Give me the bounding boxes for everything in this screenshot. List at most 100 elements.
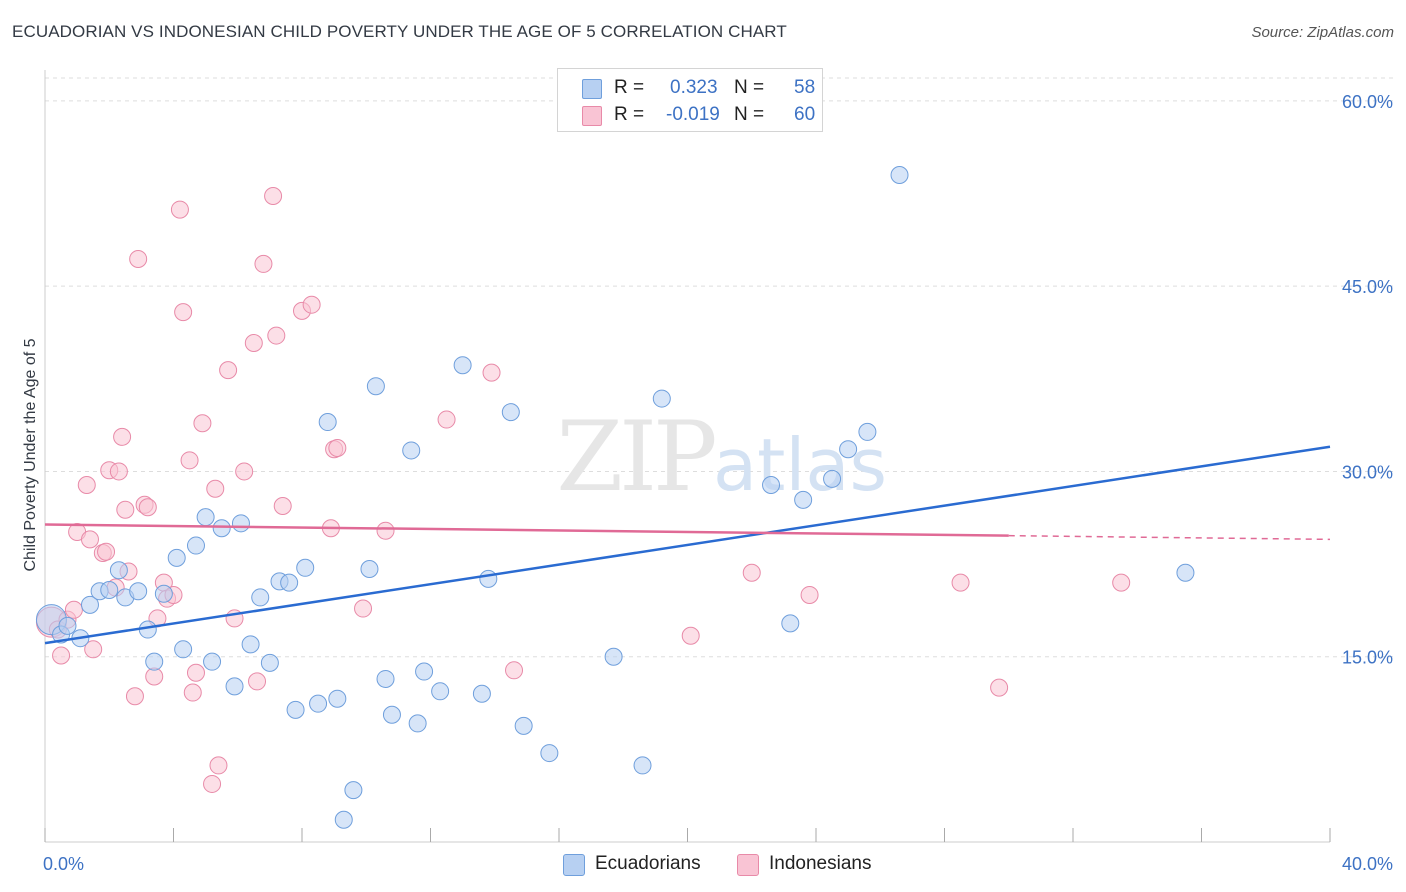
n-value: 60 — [794, 104, 816, 125]
point-ecuadorian — [382, 705, 401, 724]
point-ecuadorian — [408, 714, 427, 733]
point-ecuadorian — [145, 652, 164, 671]
legend-label-indonesians: Indonesians — [769, 853, 872, 874]
point-ecuadorian — [415, 662, 434, 681]
point-ecuadorian — [129, 582, 148, 601]
point-ecuadorian — [453, 356, 472, 375]
point-ecuadorian — [652, 389, 671, 408]
point-indonesian — [235, 462, 254, 481]
point-ecuadorian — [203, 652, 222, 671]
point-indonesian — [681, 626, 700, 645]
point-indonesian — [951, 573, 970, 592]
point-ecuadorian — [604, 647, 623, 666]
x-tick-label-max: 40.0% — [1342, 854, 1393, 874]
point-ecuadorian — [58, 616, 77, 635]
point-ecuadorian — [823, 469, 842, 488]
point-indonesian — [1112, 573, 1131, 592]
point-ecuadorian — [251, 588, 270, 607]
point-indonesian — [129, 249, 148, 268]
point-indonesian — [354, 599, 373, 618]
point-ecuadorian — [479, 569, 498, 588]
point-indonesian — [80, 530, 99, 549]
point-indonesian — [113, 427, 132, 446]
point-ecuadorian — [318, 413, 337, 432]
point-indonesian — [209, 756, 228, 775]
point-ecuadorian — [890, 165, 909, 184]
point-ecuadorian — [328, 689, 347, 708]
point-indonesian — [109, 462, 128, 481]
points-layer — [35, 165, 1195, 829]
point-ecuadorian — [186, 536, 205, 555]
point-ecuadorian — [80, 595, 99, 614]
point-ecuadorian — [260, 653, 279, 672]
y-tick-label: 60.0% — [1342, 92, 1393, 112]
point-ecuadorian — [109, 561, 128, 580]
point-ecuadorian — [1176, 563, 1195, 582]
point-indonesian — [116, 500, 135, 519]
point-indonesian — [254, 254, 273, 273]
point-ecuadorian — [501, 403, 520, 422]
y-tick-label: 45.0% — [1342, 277, 1393, 297]
stats-box: R = 0.323 N = 58 R = -0.019 N = 60 — [557, 68, 823, 132]
point-ecuadorian — [225, 677, 244, 696]
point-indonesian — [206, 479, 225, 498]
point-indonesian — [437, 410, 456, 429]
point-indonesian — [267, 326, 286, 345]
point-ecuadorian — [360, 560, 379, 579]
stats-swatch-indonesians — [582, 106, 602, 126]
point-ecuadorian — [100, 581, 119, 600]
point-ecuadorian — [212, 519, 231, 538]
point-indonesian — [302, 295, 321, 314]
point-indonesian — [97, 542, 116, 561]
point-ecuadorian — [540, 744, 559, 763]
r-value: 0.323 — [670, 77, 718, 98]
point-indonesian — [183, 683, 202, 702]
point-indonesian — [376, 521, 395, 540]
point-indonesian — [180, 451, 199, 470]
point-indonesian — [264, 186, 283, 205]
stats-swatch-ecuadorians — [582, 79, 602, 99]
point-ecuadorian — [431, 682, 450, 701]
tick-labels: 15.0% 30.0% 45.0% 60.0% 0.0% 40.0% — [43, 92, 1393, 874]
point-ecuadorian — [366, 377, 385, 396]
legend-label-ecuadorians: Ecuadorians — [595, 853, 701, 874]
point-indonesian — [482, 363, 501, 382]
point-ecuadorian — [334, 810, 353, 829]
r-label: R = — [614, 77, 645, 98]
point-indonesian — [203, 774, 222, 793]
chart-title: ECUADORIAN VS INDONESIAN CHILD POVERTY U… — [12, 22, 787, 41]
point-ecuadorian — [344, 781, 363, 800]
point-indonesian — [84, 640, 103, 659]
point-ecuadorian — [167, 548, 186, 567]
point-ecuadorian — [633, 756, 652, 775]
point-indonesian — [990, 678, 1009, 697]
point-indonesian — [248, 672, 267, 691]
point-ecuadorian — [781, 614, 800, 633]
n-label: N = — [734, 77, 765, 98]
point-indonesian — [800, 585, 819, 604]
point-indonesian — [170, 200, 189, 219]
source-label: Source: ZipAtlas.com — [1251, 24, 1394, 41]
point-ecuadorian — [154, 584, 173, 603]
point-ecuadorian — [472, 684, 491, 703]
point-ecuadorian — [280, 573, 299, 592]
point-ecuadorian — [286, 700, 305, 719]
r-label: R = — [614, 104, 645, 125]
y-tick-label: 30.0% — [1342, 462, 1393, 482]
trend-layer — [44, 445, 1331, 645]
y-tick-label: 15.0% — [1342, 648, 1393, 668]
point-indonesian — [52, 646, 71, 665]
point-indonesian — [505, 661, 524, 680]
point-ecuadorian — [514, 716, 533, 735]
point-indonesian — [273, 497, 292, 516]
legend-swatch-ecuadorians — [563, 854, 585, 876]
point-ecuadorian — [241, 635, 260, 654]
point-ecuadorian — [376, 669, 395, 688]
n-label: N = — [734, 104, 765, 125]
point-ecuadorian — [309, 694, 328, 713]
point-ecuadorian — [839, 440, 858, 459]
point-ecuadorian — [196, 508, 215, 527]
trend-line-ecuadorian — [44, 445, 1331, 645]
point-indonesian — [64, 600, 83, 619]
